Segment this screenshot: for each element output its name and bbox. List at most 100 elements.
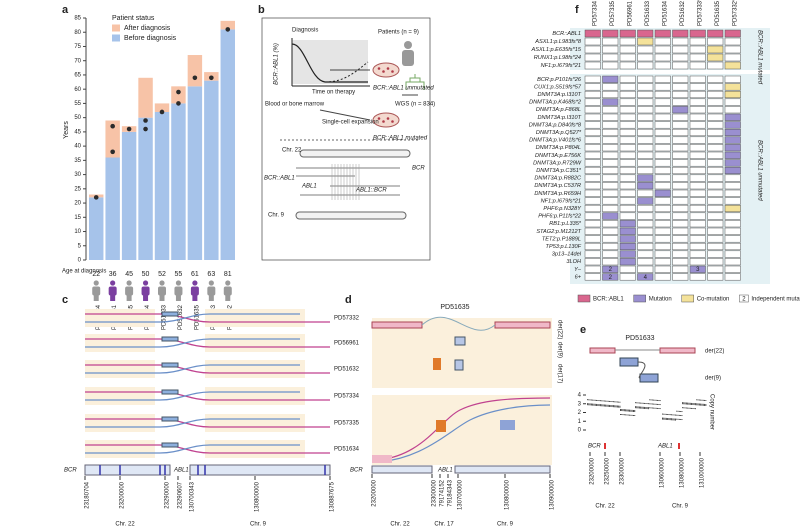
cell — [602, 128, 619, 137]
cn-point — [682, 403, 683, 405]
diagram-label: WGS (n = 834) — [395, 102, 435, 108]
cn-point — [592, 404, 594, 406]
cn-point — [663, 413, 665, 415]
cell — [689, 121, 706, 129]
age-label: 63 — [207, 271, 215, 278]
cn-point — [671, 418, 672, 420]
cell — [707, 212, 724, 220]
der-track — [85, 418, 300, 428]
cell — [672, 242, 689, 251]
cell — [654, 174, 671, 182]
sample-label: PD51632 — [334, 367, 360, 373]
cell — [584, 189, 601, 197]
cn-point — [688, 407, 690, 409]
cell — [602, 53, 619, 62]
chromosome-label: Chr. 9 — [672, 504, 689, 510]
sample-label: PD51634 — [334, 447, 360, 453]
cn-point — [705, 405, 707, 406]
chromosome-label: Chr. 17 — [434, 522, 454, 528]
cell — [619, 61, 636, 70]
cn-point — [629, 414, 630, 416]
cn-point — [669, 414, 671, 416]
der-box — [436, 420, 446, 432]
age-label: 50 — [142, 271, 150, 278]
cell — [724, 273, 741, 281]
cn-point — [587, 399, 588, 401]
axis-tick-label: 23180704 — [85, 481, 91, 508]
cn-point — [676, 414, 678, 416]
bar-segment — [138, 77, 153, 118]
panel-bg — [372, 318, 552, 388]
cn-point — [675, 414, 676, 416]
breakpoint-box — [161, 389, 179, 395]
row-label: DNMT3A:p.P804L — [536, 145, 581, 151]
cn-point — [676, 410, 678, 412]
row-label: ASXL1:p.L983fs*8 — [534, 39, 582, 45]
junction — [637, 361, 646, 379]
bar-segment — [171, 86, 186, 104]
cn-point — [665, 417, 667, 419]
cell — [672, 121, 689, 129]
y-tick-label: 35 — [74, 158, 81, 164]
cn-point — [613, 405, 614, 407]
cell — [689, 204, 706, 213]
colony — [377, 67, 381, 70]
cell — [654, 75, 671, 83]
y-tick-label: 65 — [74, 73, 81, 79]
panel-title: PD51635 — [440, 304, 469, 311]
sample-dot — [93, 195, 99, 200]
cn-point — [636, 406, 638, 408]
y-tick-label: 3 — [578, 401, 582, 407]
person-legs — [225, 295, 231, 301]
response-curve — [291, 43, 368, 83]
cell — [707, 204, 724, 213]
cell — [689, 182, 706, 190]
person-head — [208, 280, 214, 286]
cn-point — [671, 419, 672, 421]
cell — [584, 45, 601, 54]
cell — [654, 250, 671, 258]
cn-point — [702, 404, 704, 406]
cell — [707, 75, 724, 83]
axis-tick-label: 23300000 — [620, 457, 626, 484]
gene-track — [454, 465, 551, 474]
panel-letter: f — [575, 4, 579, 16]
y-tick-label: 15 — [74, 215, 81, 221]
cn-point — [700, 404, 702, 406]
cell — [619, 242, 636, 251]
der-track — [85, 364, 300, 374]
sample-label: PD57334 — [334, 394, 360, 400]
cell — [637, 220, 654, 228]
cn-point — [613, 401, 614, 403]
cell — [637, 61, 654, 70]
der-label: der(22) — [705, 349, 724, 355]
cn-point — [606, 404, 608, 406]
diagram-label: Time on therapy — [312, 90, 355, 96]
cell — [637, 90, 654, 99]
cn-point — [614, 405, 616, 407]
y-tick-label: 45 — [74, 129, 81, 135]
cell — [724, 182, 741, 190]
cell — [619, 189, 636, 197]
cn-point — [704, 404, 705, 406]
cn-point — [641, 406, 643, 408]
cn-point — [650, 403, 652, 405]
person-legs — [175, 295, 181, 301]
y-tick-label: 70 — [74, 58, 81, 64]
cn-point — [696, 404, 698, 406]
cell — [602, 136, 619, 144]
cn-point — [644, 407, 645, 409]
gene-label: BCR — [64, 468, 77, 474]
cell — [619, 273, 636, 281]
frame — [261, 17, 431, 261]
cn-point — [683, 403, 685, 405]
dish — [372, 112, 400, 128]
cell — [584, 83, 601, 91]
cn-point — [600, 405, 601, 407]
person-body — [141, 286, 150, 296]
cn-point — [626, 410, 628, 412]
cn-point — [683, 402, 685, 404]
cn-point — [627, 414, 629, 416]
breakpoint-box — [161, 416, 179, 422]
cn-point — [598, 400, 600, 402]
